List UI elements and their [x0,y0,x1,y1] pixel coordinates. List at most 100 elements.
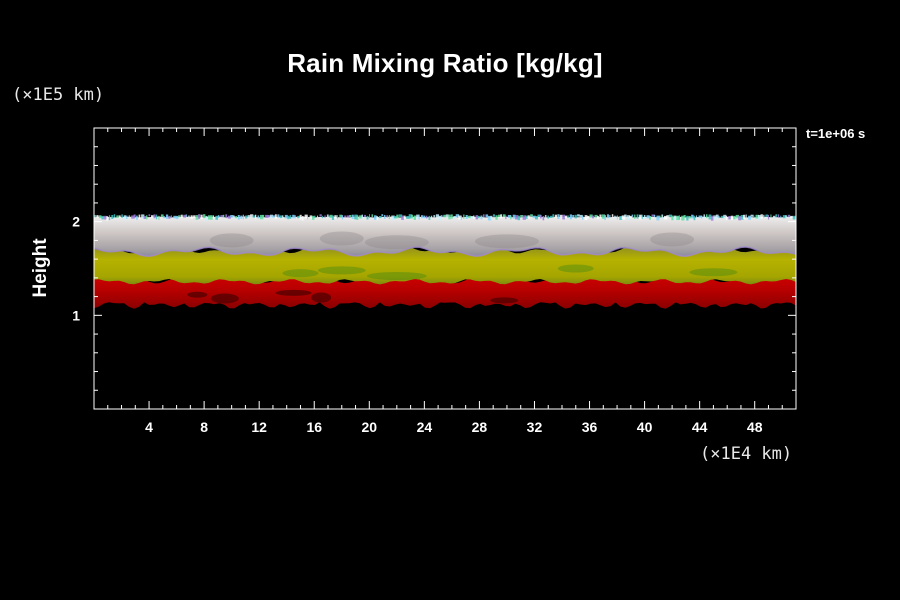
top-speckle [344,215,347,218]
top-speckle [401,215,404,220]
top-speckle [116,215,119,218]
top-speckle [438,215,441,221]
top-speckle [361,214,363,219]
top-speckle [160,214,164,218]
top-speckle [203,214,206,219]
top-speckle [123,215,127,220]
top-speckle [274,214,277,219]
x-tick-label: 28 [472,419,488,435]
top-speckle [537,214,541,217]
top-speckle [525,215,528,219]
red-band-cavity [210,293,239,304]
top-speckle [217,215,220,218]
top-speckle [170,215,172,219]
y-axis-unit-label: (×1E5 km) [12,85,105,105]
top-speckle [658,215,661,218]
top-speckle [388,215,390,220]
top-speckle [190,215,193,219]
top-speckle [676,215,679,221]
top-speckle [153,214,156,219]
top-speckle [703,214,705,218]
top-speckle [671,215,674,221]
top-speckle [587,215,590,219]
top-speckle [540,214,542,219]
top-speckle [696,215,698,218]
top-speckle [780,215,782,218]
top-speckle [601,214,605,219]
top-speckle [324,215,326,218]
top-speckle [683,215,686,219]
top-speckle [118,215,121,218]
top-speckle [359,215,363,219]
top-speckle [143,216,146,219]
top-speckle [763,214,765,218]
top-speckle [735,214,740,219]
top-speckle [178,215,181,218]
top-speckle [775,214,778,217]
x-tick-label: 4 [145,419,153,435]
top-speckle [321,215,324,219]
top-speckle [507,215,511,218]
top-speckle [185,214,187,217]
top-speckle [428,215,431,220]
top-speckle [458,215,462,220]
top-speckle [151,215,154,218]
chart-title: Rain Mixing Ratio [kg/kg] [287,48,603,78]
x-tick-label: 24 [417,419,433,435]
top-speckle [708,214,712,220]
top-speckle [577,214,580,217]
top-speckle [629,216,633,219]
top-speckle [208,215,211,220]
top-speckle [725,215,728,221]
top-speckle [611,214,614,217]
top-speckle [279,215,283,219]
top-speckle [378,216,382,219]
top-speckle [777,214,780,218]
top-speckle [309,215,313,219]
top-speckle [141,214,145,219]
x-tick-label: 12 [251,419,267,435]
top-speckle [663,215,668,220]
top-speckle [547,215,549,219]
top-speckle [636,214,639,219]
top-speckle [584,215,588,220]
top-speckle [470,216,474,219]
top-speckle [604,215,606,221]
top-speckle [644,215,646,219]
olive-band-streak [317,266,366,275]
top-speckle [250,214,254,218]
top-speckle [193,215,196,218]
top-speckle [443,214,446,218]
top-speckle [188,215,190,218]
top-speckle [440,215,443,218]
top-speckle [530,214,533,217]
top-speckle [220,215,224,218]
top-speckle [146,215,148,220]
top-speckle [532,215,536,219]
top-speckle [661,214,664,219]
top-speckle [592,215,595,219]
top-speckle [527,215,530,219]
top-speckle [277,214,280,218]
top-speckle [282,215,284,219]
top-speckle [148,214,151,217]
top-speckle [473,215,475,219]
top-speckle [706,214,708,219]
top-speckle [490,215,493,220]
top-speckle [574,214,577,219]
top-speckle [544,215,547,219]
x-axis-unit-label: (×1E4 km) [700,444,793,464]
top-speckle [678,215,680,220]
top-speckle [99,215,102,219]
top-speckle [666,215,670,218]
top-speckle [329,214,333,218]
top-speckle [94,215,97,218]
top-speckle [351,214,354,219]
top-speckle [336,215,339,219]
top-speckle [552,214,555,218]
top-speckle [163,216,165,219]
top-speckle [651,214,655,217]
top-speckle [267,215,270,218]
red-band-cavity [187,291,208,298]
